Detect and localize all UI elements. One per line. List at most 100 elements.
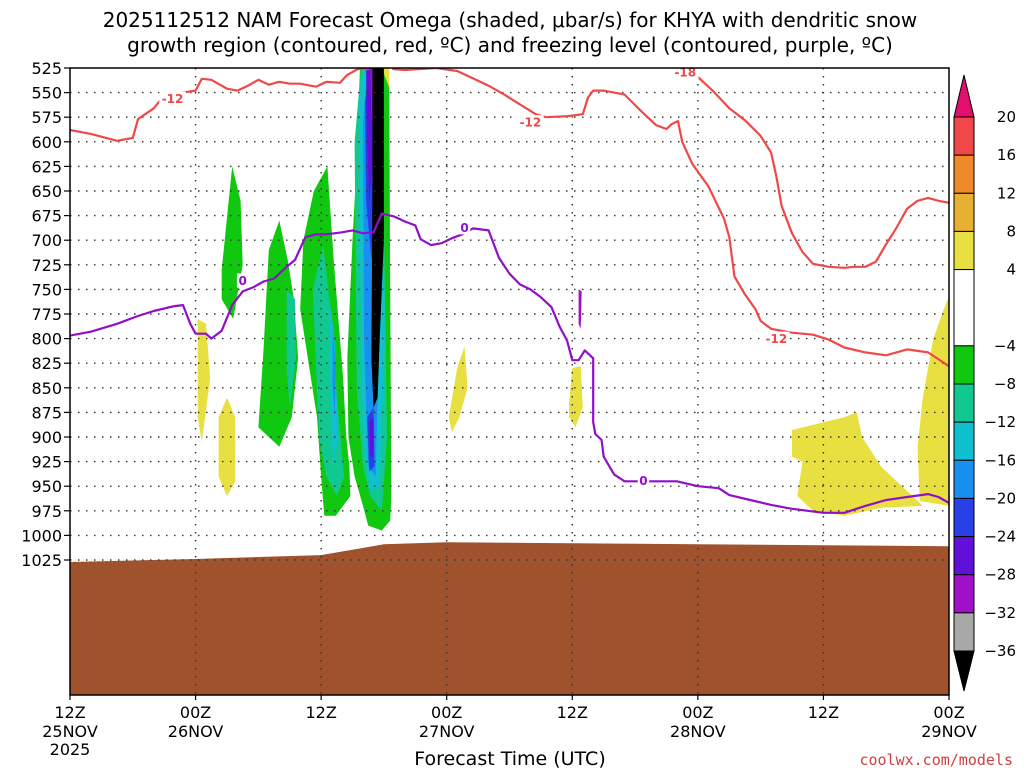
- omega-region: [369, 417, 374, 457]
- omega-region: [917, 296, 949, 506]
- colorbar-segment: [953, 574, 975, 614]
- colorbar-tick-label: −4: [994, 337, 1016, 355]
- colorbar-segment: [953, 612, 975, 652]
- omega-region: [578, 289, 582, 329]
- x-tick-label: 12Z: [305, 703, 336, 722]
- colorbar-tick-label: 16: [997, 146, 1016, 164]
- colorbar: 20 16 12 8 4 −4 −8 −12 −16 −20 −24 −28 −32 −36: [953, 74, 1016, 692]
- chart-title-line1: 2025112512 NAM Forecast Omega (shaded, μ…: [103, 8, 918, 32]
- y-tick-label: 1025: [21, 551, 62, 570]
- colorbar-tick-label: −12: [984, 413, 1016, 431]
- freezing-level-label-bg: [236, 273, 249, 288]
- omega-region: [792, 412, 923, 516]
- colorbar-tick-label: 8: [1006, 222, 1016, 240]
- colorbar-top-arrow: [953, 74, 975, 118]
- terrain-layer: [70, 542, 949, 695]
- y-tick-label: 550: [31, 84, 62, 103]
- dendritic-snow-growth-label-bg: [763, 331, 790, 346]
- x-tick-date: 26NOV: [168, 722, 224, 741]
- colorbar-segment: [953, 459, 975, 499]
- y-tick-label: 750: [31, 280, 62, 299]
- chart-title-line2: growth region (contoured, red, ºC) and f…: [127, 33, 893, 57]
- dendritic-snow-growth-contour: [392, 68, 547, 119]
- colorbar-tick-label: −36: [984, 642, 1016, 660]
- colorbar-tick-label: −8: [994, 375, 1016, 393]
- dendritic-snow-growth-label: -12: [765, 332, 787, 346]
- y-tick-label: 875: [31, 403, 62, 422]
- y-tick-label: 525: [31, 59, 62, 78]
- freezing-level-label-bg: [637, 473, 650, 488]
- colorbar-segment: [953, 230, 975, 271]
- omega-region: [197, 318, 211, 442]
- x-tick-label: 12Z: [808, 703, 839, 722]
- omega-region: [371, 68, 384, 408]
- x-tick-label: 00Z: [933, 703, 964, 722]
- x-tick-label: 00Z: [682, 703, 713, 722]
- terrain-fill: [70, 542, 949, 695]
- omega-region: [366, 68, 373, 201]
- colorbar-segment: [953, 497, 975, 538]
- x-tick-date: 28NOV: [670, 722, 726, 741]
- y-tick-label: 925: [31, 453, 62, 472]
- dendritic-snow-growth-label-bg: [517, 115, 544, 130]
- freezing-level-label: 0: [639, 474, 647, 488]
- credit-text: coolwx.com/models: [859, 751, 1013, 768]
- dendritic-snow-growth-contour: [70, 68, 370, 142]
- freezing-level-label-bg: [458, 220, 471, 235]
- omega-region: [258, 220, 299, 447]
- colorbar-tick-label: 12: [997, 184, 1016, 202]
- freezing-level-contour: [70, 212, 949, 514]
- freezing-level-label: 0: [238, 274, 246, 288]
- dendritic-snow-growth-contour: [676, 68, 949, 269]
- y-tick-label: 975: [31, 502, 62, 521]
- y-tick-label: 800: [31, 330, 62, 349]
- x-tick-date: 25NOV: [42, 722, 98, 741]
- contour-lines: [70, 68, 949, 514]
- colorbar-tick-label: −32: [984, 604, 1016, 622]
- colorbar-segment: [953, 383, 975, 423]
- colorbar-tick-label: −20: [984, 489, 1016, 507]
- colorbar-segment: [953, 269, 975, 347]
- colorbar-tick-label: 20: [997, 108, 1016, 126]
- x-tick-label: 12Z: [557, 703, 588, 722]
- x-tick-label: 00Z: [431, 703, 462, 722]
- omega-region: [448, 346, 468, 433]
- y-tick-label: 725: [31, 256, 62, 275]
- plot-frame: [69, 67, 950, 696]
- colorbar-segment: [953, 345, 975, 385]
- y-tick-label: 825: [31, 354, 62, 373]
- dendritic-snow-growth-label: -12: [162, 92, 184, 106]
- colorbar-segment: [953, 536, 975, 576]
- x-axis-label: Forecast Time (UTC): [414, 748, 605, 768]
- x-tick-date: 27NOV: [419, 722, 475, 741]
- y-tick-label: 600: [31, 133, 62, 152]
- dendritic-snow-growth-contour: [546, 89, 949, 368]
- y-tick-label: 950: [31, 477, 62, 496]
- colorbar-segment: [953, 192, 975, 232]
- dendritic-snow-growth-label: -12: [520, 116, 542, 130]
- dendritic-snow-growth-label-bg: [159, 91, 186, 106]
- colorbar-bottom-arrow: [953, 650, 975, 692]
- colorbar-tick-label: −24: [984, 528, 1016, 546]
- colorbar-tick-label: 4: [1006, 261, 1016, 279]
- omega-region: [218, 397, 236, 496]
- y-tick-label: 900: [31, 428, 62, 447]
- y-tick-label: 625: [31, 157, 62, 176]
- y-tick-label: 850: [31, 379, 62, 398]
- x-tick-year: 2025: [50, 740, 91, 759]
- y-tick-label: 675: [31, 207, 62, 226]
- dendritic-snow-growth-label: -18: [674, 65, 696, 79]
- y-tick-label: 775: [31, 305, 62, 324]
- colorbar-segment: [953, 421, 975, 461]
- omega-region: [286, 289, 296, 408]
- x-tick-label: 12Z: [54, 703, 85, 722]
- colorbar-segment: [953, 116, 975, 156]
- omega-shading: [197, 68, 949, 531]
- freezing-level-label: 0: [460, 221, 468, 235]
- x-tick-label: 00Z: [180, 703, 211, 722]
- colorbar-segment: [953, 154, 975, 194]
- y-tick-label: 700: [31, 231, 62, 250]
- y-tick-label: 650: [31, 182, 62, 201]
